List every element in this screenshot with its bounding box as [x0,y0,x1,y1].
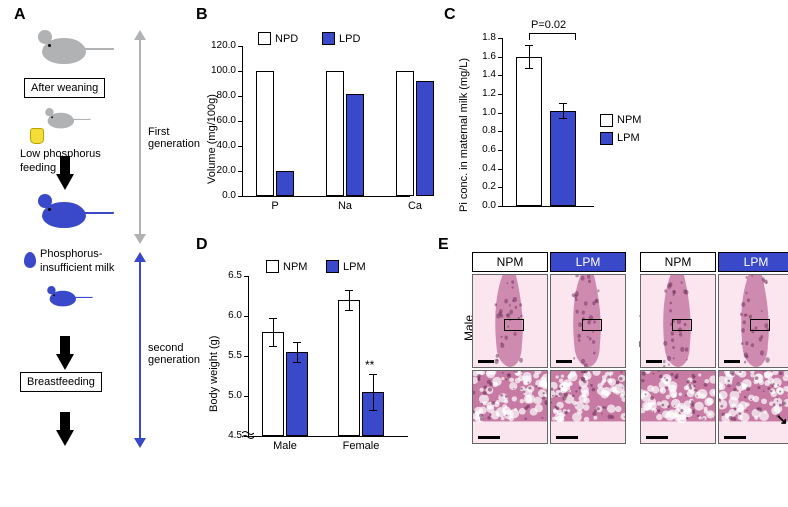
panel-label-b: B [196,6,208,24]
panel-label-e: E [438,236,449,254]
legend-lpm: LPM [326,260,366,273]
breastfeeding-label: Breastfeeding [20,372,102,392]
mouse-icon [36,194,92,230]
arrow-marker: ↘ [776,411,788,428]
significance-label: ** [365,358,374,372]
after-weaning-label: After weaning [24,78,105,98]
panel-e-header: NPM [640,252,716,272]
arrow-down-icon [56,174,74,190]
panel-e-header: LPM [550,252,626,272]
mouse-icon [36,30,92,66]
histology-image [640,370,716,444]
panel-a: After weaning Low phosphorus feeding Pho… [20,30,180,470]
arrow-down-icon [56,430,74,446]
p-value-label: P=0.02 [531,19,566,31]
low-p-feeding-label: Low phosphorus feeding [20,148,130,176]
histology-image [718,370,788,444]
cup-icon [30,128,44,147]
panel-e: NPMLPMMaleNPMLPMFemale↘ [454,252,784,470]
panel-label-a: A [14,6,26,24]
mouse-icon [44,108,78,130]
gen1-arrow [138,30,142,244]
legend-lpm: LPM [600,132,640,145]
gen2-arrow [138,252,142,448]
panel-d-chart: Body weight (g) 4.55.05.56.06.5MaleFemal… [200,256,426,476]
drop-icon [24,252,36,271]
legend-npd: NPD [258,32,298,45]
panel-e-header: LPM [718,252,788,272]
arrow-down-icon [56,354,74,370]
panel-c-chart: Pi conc. in maternal milk (mg/L) 0.00.20… [454,22,654,232]
histology-image [472,370,548,444]
mouse-icon [46,286,80,308]
panel-e-header: NPM [472,252,548,272]
legend-lpd: LPD [322,32,360,45]
legend-npm: NPM [600,114,641,127]
legend-npm: NPM [266,260,307,273]
figure: A B C D E After weaning Low phosphorus f… [0,0,788,507]
histology-image [550,370,626,444]
panel-b-chart: Volume (mg/100g) 0.020.040.060.080.0100.… [200,28,426,228]
panel-label-d: D [196,236,208,254]
p-insuff-milk-label: Phosphorus- insufficient milk [40,248,136,276]
